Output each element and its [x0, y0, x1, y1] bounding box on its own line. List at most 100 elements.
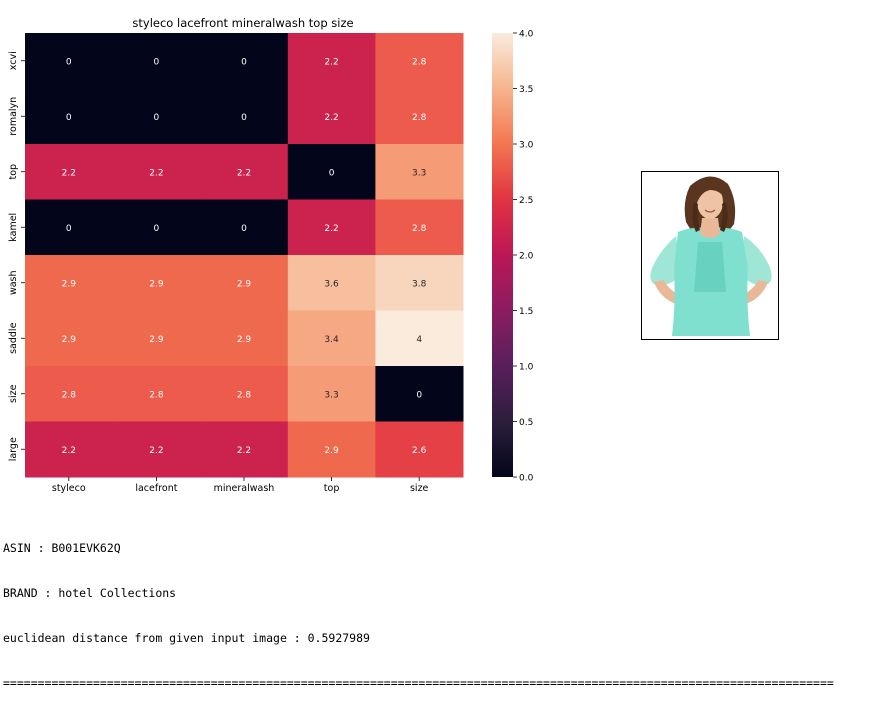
heatmap-cell [375, 255, 464, 311]
cell-value-label: 2.2 [149, 168, 163, 178]
y-tick-label: saddle [8, 322, 19, 353]
cell-value-label: 2.8 [237, 390, 252, 400]
y-tick-label: kamel [8, 213, 19, 242]
cell-value-label: 2.6 [412, 446, 427, 456]
y-tick-label: large [8, 437, 19, 461]
cell-value-label: 2.9 [237, 335, 252, 345]
cell-value-label: 3.3 [412, 168, 426, 178]
heatmap-cell [375, 88, 464, 145]
heatmap-cell [375, 33, 464, 89]
heatmap-chart: styleco lacefront mineralwash top size 0… [8, 16, 534, 494]
heatmap-cell [112, 33, 201, 89]
cell-value-label: 2.9 [237, 279, 252, 289]
cell-value-label: 2.2 [62, 168, 76, 178]
heatmap-cell [287, 366, 376, 422]
heatmap-cell [112, 88, 201, 145]
separator-line: ========================================… [3, 676, 834, 690]
heatmap-cell [375, 144, 464, 200]
heatmap-cell [200, 255, 289, 311]
heatmap-cell [200, 310, 289, 367]
cell-value-label: 0 [154, 113, 160, 123]
y-tick-label: top [8, 164, 19, 180]
colorbar-tick-label: 1.0 [519, 363, 534, 373]
y-tick-label: wash [8, 270, 19, 295]
colorbar-tick-label: 3.0 [519, 141, 534, 151]
cell-value-label: 0 [154, 57, 160, 67]
heatmap-cell [25, 144, 114, 200]
heatmap-cell [375, 421, 464, 478]
heatmap-cell [287, 88, 376, 145]
heatmap-cell [112, 421, 201, 478]
cell-value-label: 0 [241, 57, 247, 67]
cell-value-label: 3.3 [324, 390, 338, 400]
cell-value-label: 2.9 [324, 446, 339, 456]
heatmap-cell [200, 421, 289, 478]
cell-value-label: 2.9 [62, 279, 77, 289]
heatmap-cell [200, 88, 289, 145]
x-tick-label: mineralwash [214, 483, 275, 494]
heatmap-cell [25, 421, 114, 478]
heatmap-cell [200, 33, 289, 89]
heatmap-cell [25, 366, 114, 422]
product-image-frame [641, 171, 779, 340]
heatmap-cell [287, 144, 376, 200]
cell-value-label: 2.8 [149, 390, 164, 400]
cell-value-label: 2.2 [324, 113, 338, 123]
cell-value-label: 2.2 [62, 446, 76, 456]
cell-value-label: 2.2 [237, 168, 251, 178]
heatmap-cell [200, 366, 289, 422]
heatmap-cell [287, 199, 376, 256]
cell-value-label: 3.4 [324, 335, 339, 345]
heatmap-cell [375, 366, 464, 422]
heatmap-cell [200, 144, 289, 200]
x-tick-label: size [410, 483, 429, 494]
y-tick-label: xcvi [8, 51, 19, 70]
cell-value-label: 2.8 [62, 390, 77, 400]
heatmap-cell [287, 310, 376, 367]
brand-line: BRAND : hotel Collections [3, 586, 177, 600]
cell-value-label: 0 [241, 113, 247, 123]
y-tick-label: romalyn [8, 97, 19, 136]
heatmap-cell [375, 310, 464, 367]
heatmap-cell [25, 310, 114, 367]
cell-value-label: 2.8 [412, 113, 427, 123]
heatmap-cell [287, 33, 376, 89]
heatmap-cell [112, 255, 201, 311]
cell-value-label: 0 [66, 113, 72, 123]
cell-value-label: 0 [329, 168, 335, 178]
cell-value-label: 0 [66, 57, 72, 67]
x-tick-label: top [324, 483, 340, 494]
heatmap-cell [25, 88, 114, 145]
product-info: ASIN : B001EVK62Q BRAND : hotel Collecti… [3, 511, 873, 706]
chart-title: styleco lacefront mineralwash top size [132, 16, 353, 30]
colorbar-tick-label: 2.0 [519, 252, 534, 262]
heatmap-cell [112, 199, 201, 256]
x-tick-label: lacefront [135, 483, 177, 494]
cell-value-label: 2.9 [149, 335, 164, 345]
heatmap-cell [200, 199, 289, 256]
heatmap-cell [112, 144, 201, 200]
cell-value-label: 0 [154, 224, 160, 234]
product-image [650, 176, 772, 336]
x-tick-label: styleco [52, 483, 86, 494]
colorbar-tick-label: 4.0 [519, 30, 534, 40]
distance-line: euclidean distance from given input imag… [3, 631, 370, 645]
heatmap-cell [375, 199, 464, 256]
cell-value-label: 2.2 [324, 224, 338, 234]
cell-value-label: 0 [241, 224, 247, 234]
y-tick-label: size [8, 384, 19, 403]
asin-line: ASIN : B001EVK62Q [3, 541, 121, 555]
cell-value-label: 3.6 [324, 279, 339, 289]
cell-value-label: 0 [66, 224, 72, 234]
heatmap-cell [112, 310, 201, 367]
cell-value-label: 2.2 [237, 446, 251, 456]
heatmap-cell [112, 366, 201, 422]
heatmap-cell [25, 255, 114, 311]
cell-value-label: 2.2 [324, 57, 338, 67]
cell-value-label: 2.9 [149, 279, 164, 289]
colorbar-tick-label: 1.5 [519, 307, 533, 317]
colorbar-tick-label: 2.5 [519, 196, 533, 206]
colorbar-tick-label: 0.5 [519, 418, 533, 428]
colorbar [492, 33, 513, 477]
cell-value-label: 2.9 [62, 335, 77, 345]
